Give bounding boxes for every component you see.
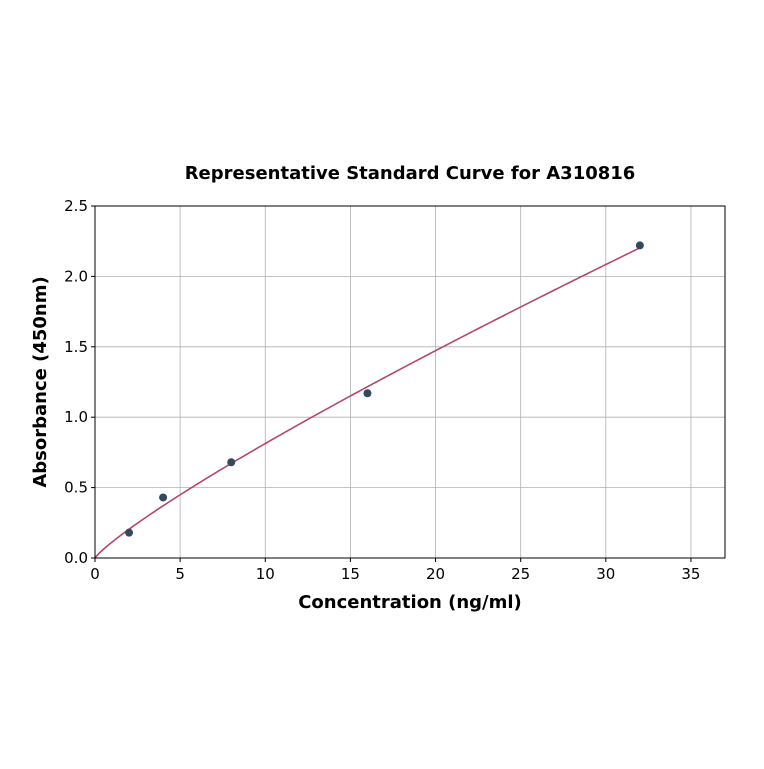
x-tick-label: 20 xyxy=(426,565,445,583)
fit-curve xyxy=(94,247,641,559)
grid xyxy=(94,205,725,559)
x-tick-label: 15 xyxy=(341,565,360,583)
x-tick-label: 35 xyxy=(681,565,700,583)
chart-title: Representative Standard Curve for A31081… xyxy=(185,163,636,184)
x-tick-label: 30 xyxy=(596,565,615,583)
data-point xyxy=(635,241,644,250)
x-tick-label: 5 xyxy=(175,565,185,583)
x-tick-label: 25 xyxy=(511,565,530,583)
y-tick-label: 2.5 xyxy=(64,197,88,215)
y-tick-label: 0.5 xyxy=(64,479,88,497)
y-tick-label: 0.0 xyxy=(64,549,88,567)
x-tick-label: 10 xyxy=(256,565,275,583)
plot-frame xyxy=(94,205,726,559)
y-axis-ticks: 0.0 0.5 1.0 1.5 2.0 2.5 xyxy=(64,197,95,567)
data-point xyxy=(159,493,168,502)
y-tick-label: 1.5 xyxy=(64,338,88,356)
data-point xyxy=(363,389,372,398)
y-axis-label: Absorbance (450nm) xyxy=(30,276,51,487)
y-tick-label: 1.0 xyxy=(64,408,88,426)
x-axis-ticks: 0 5 10 15 20 25 30 35 xyxy=(90,558,700,583)
x-axis-label: Concentration (ng/ml) xyxy=(298,592,522,613)
data-point xyxy=(125,528,134,537)
y-tick-label: 2.0 xyxy=(64,267,88,285)
data-point xyxy=(227,458,236,467)
data-points xyxy=(125,241,644,537)
x-tick-label: 0 xyxy=(90,565,100,583)
